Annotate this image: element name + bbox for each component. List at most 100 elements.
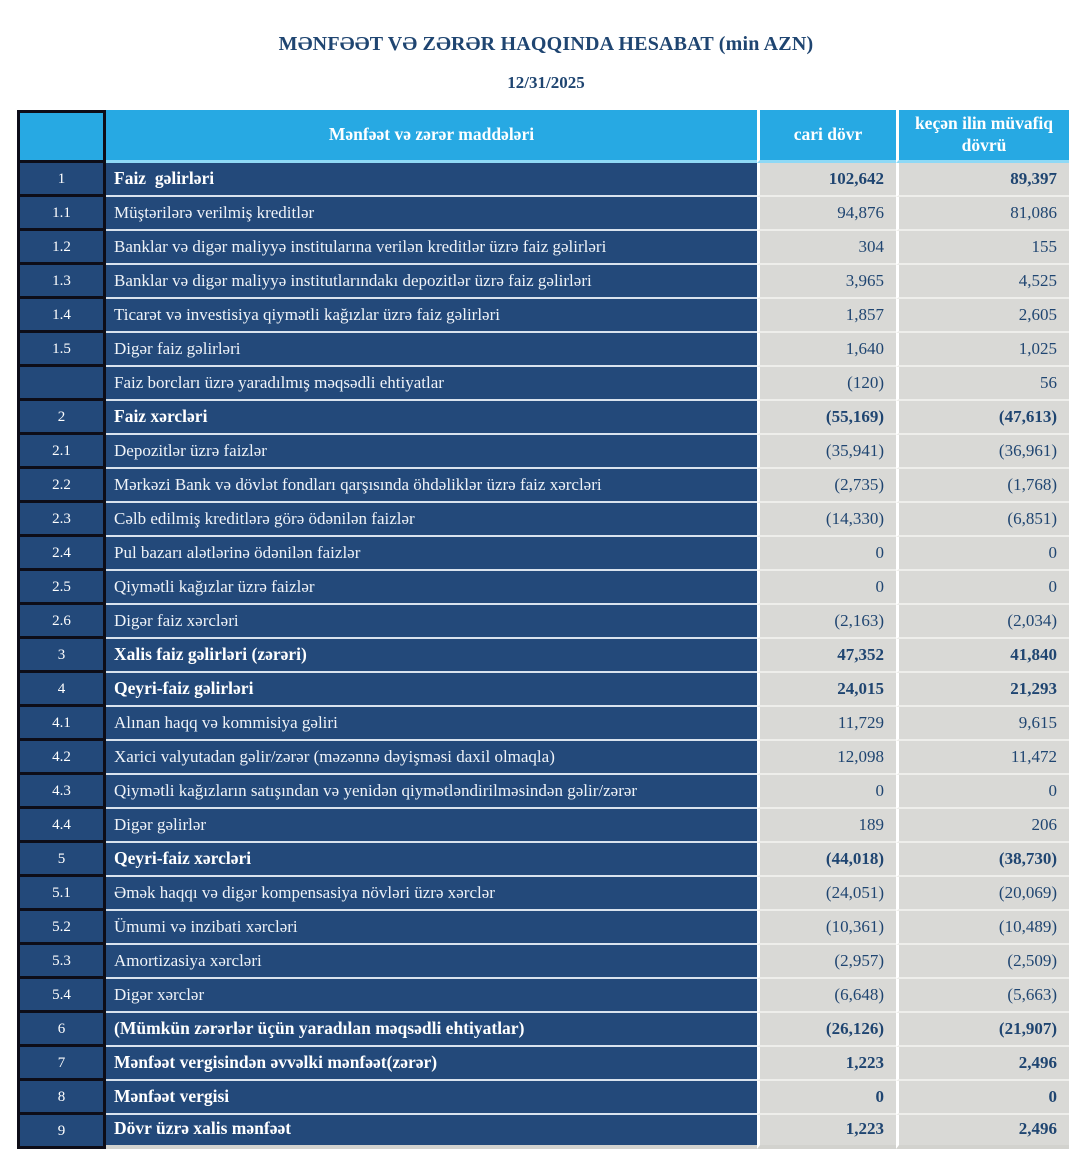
row-previous-value: 0 [896,537,1069,571]
row-previous-value: 2,496 [896,1047,1069,1081]
row-number-cell: 4.4 [17,809,106,843]
table-row: 1.4 Ticarət və investisiya qiymətli kağı… [17,299,1069,333]
row-label-cell: Faiz xərcləri [106,401,757,435]
row-previous-value: (10,489) [896,911,1069,945]
table-row: 1.2 Banklar və digər maliyyə instituları… [17,231,1069,265]
table-row: 3 Xalis faiz gəlirləri (zərəri) 47,352 4… [17,639,1069,673]
row-previous-value: (1,768) [896,469,1069,503]
row-number-cell: 1.1 [17,197,106,231]
row-label-cell: Qiymətli kağızların satışından və yenidə… [106,775,757,809]
row-label-cell: Qeyri-faiz xərcləri [106,843,757,877]
row-current-value: (2,735) [757,469,896,503]
row-label-cell: Ticarət və investisiya qiymətli kağızlar… [106,299,757,333]
row-label-cell: (Mümkün zərərlər üçün yaradılan məqsədli… [106,1013,757,1047]
row-number-cell: 5.1 [17,877,106,911]
row-number-cell: 8 [17,1081,106,1115]
row-label-cell: Digər xərclər [106,979,757,1013]
items-column-header: Mənfəət və zərər maddələri [106,110,757,163]
row-previous-value: (20,069) [896,877,1069,911]
row-current-value: 189 [757,809,896,843]
table-row: 2.1 Depozitlər üzrə faizlər (35,941) (36… [17,435,1069,469]
row-number-cell: 1.5 [17,333,106,367]
row-previous-value: (5,663) [896,979,1069,1013]
table-row: 1.1 Müştərilərə verilmiş kreditlər 94,87… [17,197,1069,231]
row-previous-value: 0 [896,775,1069,809]
row-previous-value: 0 [896,571,1069,605]
row-previous-value: 2,496 [896,1115,1069,1149]
row-previous-value: 41,840 [896,639,1069,673]
row-current-value: 0 [757,1081,896,1115]
table-row: 5.4 Digər xərclər (6,648) (5,663) [17,979,1069,1013]
row-previous-value: (21,907) [896,1013,1069,1047]
row-current-value: (120) [757,367,896,401]
row-current-value: (55,169) [757,401,896,435]
row-label-cell: Amortizasiya xərcləri [106,945,757,979]
table-row: 4.3 Qiymətli kağızların satışından və ye… [17,775,1069,809]
table-row: 4.4 Digər gəlirlər 189 206 [17,809,1069,843]
row-previous-value: 4,525 [896,265,1069,299]
table-row: 2 Faiz xərcləri (55,169) (47,613) [17,401,1069,435]
row-current-value: (2,163) [757,605,896,639]
row-label-cell: Pul bazarı alətlərinə ödənilən faizlər [106,537,757,571]
table-row: 7 Mənfəət vergisindən əvvəlki mənfəət(zə… [17,1047,1069,1081]
row-previous-value: (47,613) [896,401,1069,435]
header-row: Mənfəət və zərər maddələri cari dövr keç… [17,110,1069,163]
row-number-cell: 1.4 [17,299,106,333]
row-current-value: (10,361) [757,911,896,945]
row-current-value: 24,015 [757,673,896,707]
row-previous-value: (2,509) [896,945,1069,979]
table-header: Mənfəət və zərər maddələri cari dövr keç… [17,110,1069,163]
row-current-value: 102,642 [757,163,896,197]
row-previous-value: 1,025 [896,333,1069,367]
row-previous-value: (36,961) [896,435,1069,469]
row-number-cell: 5 [17,843,106,877]
row-current-value: (6,648) [757,979,896,1013]
row-previous-value: 0 [896,1081,1069,1115]
row-current-value: (2,957) [757,945,896,979]
row-current-value: 1,223 [757,1115,896,1149]
row-number-cell: 4 [17,673,106,707]
row-previous-value: 11,472 [896,741,1069,775]
row-current-value: 11,729 [757,707,896,741]
row-label-cell: Mənfəət vergisindən əvvəlki mənfəət(zərə… [106,1047,757,1081]
pnl-table: Mənfəət və zərər maddələri cari dövr keç… [17,110,1069,1149]
row-number-cell: 1 [17,163,106,197]
row-current-value: 47,352 [757,639,896,673]
row-label-cell: Müştərilərə verilmiş kreditlər [106,197,757,231]
row-number-cell: 9 [17,1115,106,1149]
table-row: 5.1 Əmək haqqı və digər kompensasiya növ… [17,877,1069,911]
row-current-value: 304 [757,231,896,265]
table-row: 5.2 Ümumi və inzibati xərcləri (10,361) … [17,911,1069,945]
row-label-cell: Ümumi və inzibati xərcləri [106,911,757,945]
table-row: 6 (Mümkün zərərlər üçün yaradılan məqsəd… [17,1013,1069,1047]
table-row: 4 Qeyri-faiz gəlirləri 24,015 21,293 [17,673,1069,707]
row-label-cell: Faiz borcları üzrə yaradılmış məqsədli e… [106,367,757,401]
row-number-cell: 5.2 [17,911,106,945]
row-number-cell: 2.5 [17,571,106,605]
row-label-cell: Banklar və digər maliyyə institularına v… [106,231,757,265]
row-number-cell: 1.3 [17,265,106,299]
current-period-column-header: cari dövr [757,110,896,163]
row-number-cell: 4.3 [17,775,106,809]
report-title: MƏNFƏƏT VƏ ZƏRƏR HAQQINDA HESABAT (min A… [278,33,814,55]
row-number-cell: 6 [17,1013,106,1047]
row-previous-value: 89,397 [896,163,1069,197]
row-label-cell: Xarici valyutadan gəlir/zərər (məzənnə d… [106,741,757,775]
row-current-value: (44,018) [757,843,896,877]
table-row: 1 Faiz gəlirləri 102,642 89,397 [17,163,1069,197]
row-previous-value: (38,730) [896,843,1069,877]
row-number-cell: 2.3 [17,503,106,537]
row-label-cell: Digər faiz gəlirləri [106,333,757,367]
row-previous-value: (2,034) [896,605,1069,639]
row-label-cell: Mərkəzi Bank və dövlət fondları qarşısın… [106,469,757,503]
row-number-cell: 7 [17,1047,106,1081]
row-current-value: 12,098 [757,741,896,775]
row-number-cell: 2.2 [17,469,106,503]
row-label-cell: Alınan haqq və kommisiya gəliri [106,707,757,741]
row-number-cell: 2 [17,401,106,435]
row-current-value: 1,640 [757,333,896,367]
table-row: 1.3 Banklar və digər maliyyə institutlar… [17,265,1069,299]
row-number-cell: 2.4 [17,537,106,571]
row-previous-value: 2,605 [896,299,1069,333]
